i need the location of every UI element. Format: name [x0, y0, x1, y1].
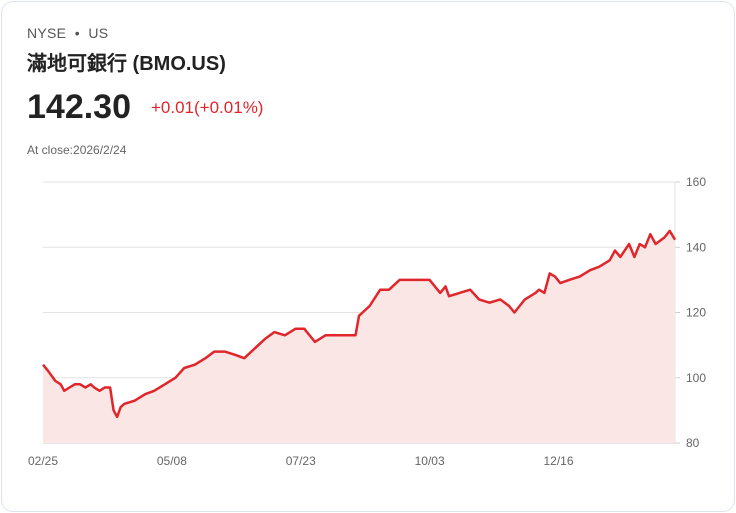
- y-tick-label: 80: [686, 436, 700, 450]
- x-tick-label: 02/25: [28, 454, 58, 468]
- y-tick-label: 140: [686, 240, 706, 254]
- market: US: [88, 25, 109, 41]
- close-date: At close:2026/2/24: [27, 143, 127, 157]
- price-line: [42, 229, 677, 419]
- x-tick-label: 10/03: [415, 454, 445, 468]
- y-tick-label: 120: [686, 306, 706, 320]
- separator: •: [74, 25, 80, 41]
- y-tick-label: 160: [686, 175, 706, 189]
- x-tick-label: 12/16: [543, 454, 573, 468]
- exchange: NYSE: [27, 25, 67, 41]
- area-fill: [43, 230, 675, 443]
- x-tick-label: 07/23: [286, 454, 316, 468]
- y-tick-label: 100: [686, 371, 706, 385]
- stock-name: 滿地可銀行 (BMO.US): [27, 53, 226, 75]
- x-tick-label: 05/08: [157, 454, 187, 468]
- price-change: +0.01(+0.01%): [151, 98, 264, 117]
- exchange-label: NYSE • US: [27, 25, 108, 41]
- price: 142.30: [27, 88, 131, 126]
